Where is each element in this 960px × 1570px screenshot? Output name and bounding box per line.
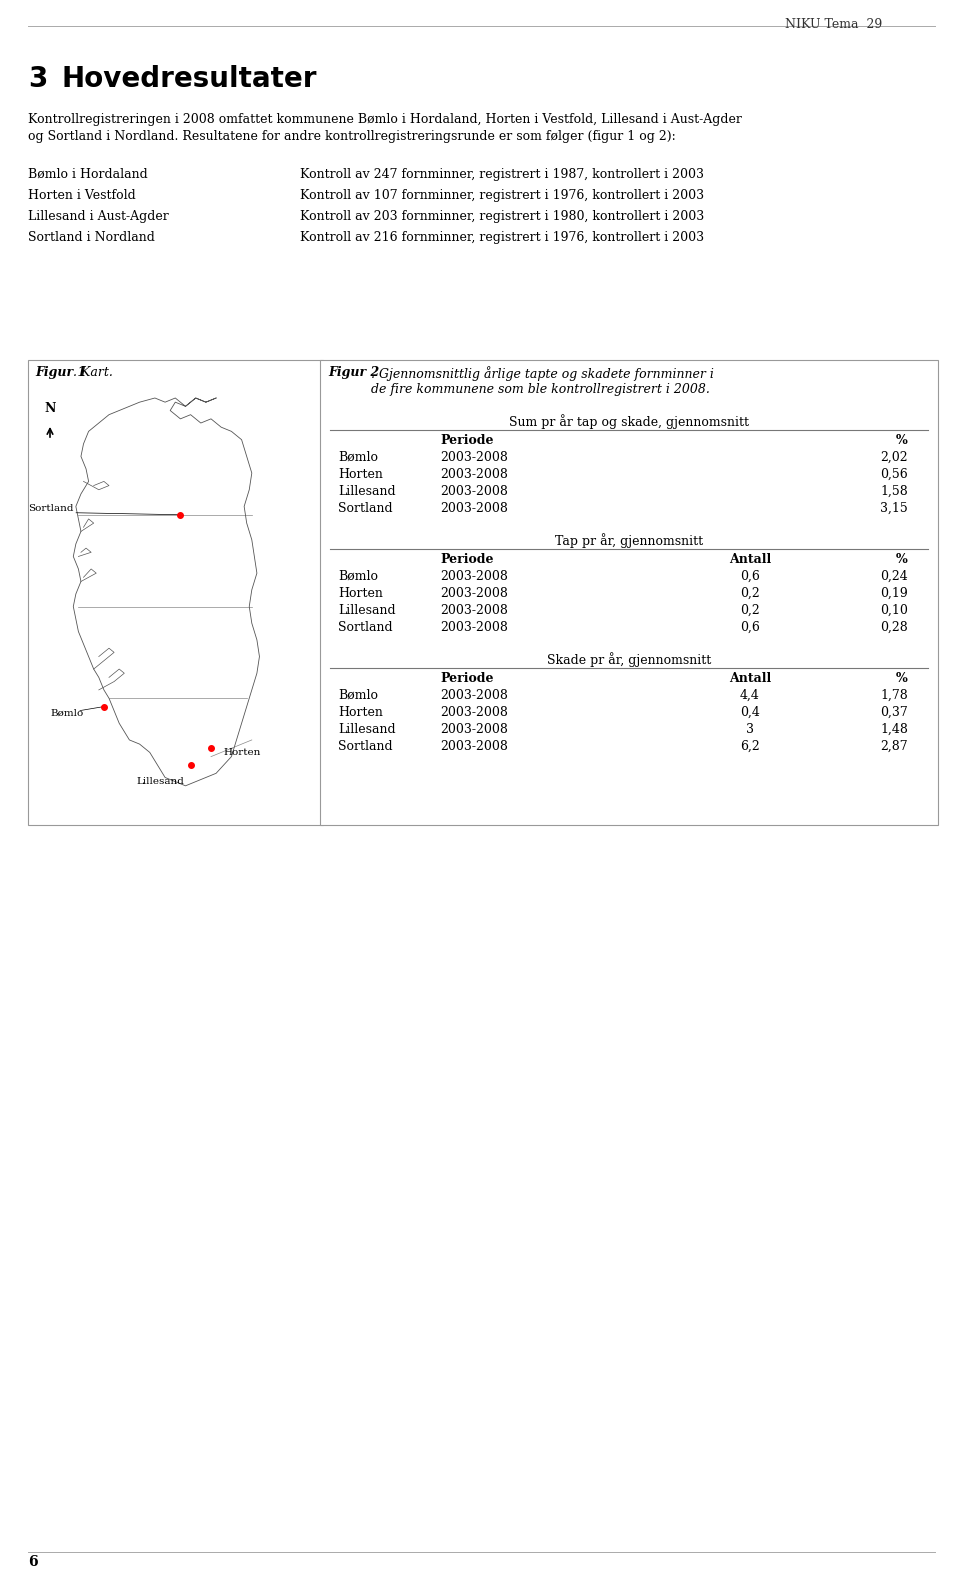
Text: 3: 3 <box>746 724 754 736</box>
Text: Kontroll av 107 fornminner, registrert i 1976, kontrollert i 2003: Kontroll av 107 fornminner, registrert i… <box>300 188 704 203</box>
Text: 0,10: 0,10 <box>880 604 908 617</box>
Bar <box>28 360 323 824</box>
Text: Bømlo: Bømlo <box>338 451 378 465</box>
Text: 3: 3 <box>28 64 47 93</box>
Text: Kontroll av 216 fornminner, registrert i 1976, kontrollert i 2003: Kontroll av 216 fornminner, registrert i… <box>300 231 704 243</box>
Text: NIKU Tema  29: NIKU Tema 29 <box>785 17 882 31</box>
Text: 2003-2008: 2003-2008 <box>440 570 508 582</box>
Text: 1,48: 1,48 <box>880 724 908 736</box>
Text: Bømlo: Bømlo <box>50 708 84 717</box>
Text: Bømlo: Bømlo <box>338 689 378 702</box>
Text: Sortland: Sortland <box>338 502 393 515</box>
Text: Periode: Periode <box>440 433 493 447</box>
Text: Lillesand: Lillesand <box>338 724 396 736</box>
Text: Sortland: Sortland <box>29 504 74 513</box>
Text: 0,28: 0,28 <box>880 622 908 634</box>
Text: Lillesand: Lillesand <box>338 485 396 498</box>
Text: Figur 2: Figur 2 <box>328 366 379 378</box>
Text: 2003-2008: 2003-2008 <box>440 468 508 480</box>
Text: 2,02: 2,02 <box>880 451 908 465</box>
Text: Horten: Horten <box>338 468 383 480</box>
Text: Horten i Vestfold: Horten i Vestfold <box>28 188 135 203</box>
Text: Sortland: Sortland <box>338 739 393 754</box>
Text: %: % <box>897 433 908 447</box>
Text: 1,58: 1,58 <box>880 485 908 498</box>
Text: Bømlo i Hordaland: Bømlo i Hordaland <box>28 168 148 181</box>
Text: Sortland i Nordland: Sortland i Nordland <box>28 231 155 243</box>
Text: 2003-2008: 2003-2008 <box>440 587 508 600</box>
Text: 2003-2008: 2003-2008 <box>440 622 508 634</box>
Text: Lillesand: Lillesand <box>136 777 184 787</box>
Text: 4,4: 4,4 <box>740 689 760 702</box>
Text: Periode: Periode <box>440 672 493 685</box>
Text: 0,4: 0,4 <box>740 706 760 719</box>
Text: Lillesand i Aust-Agder: Lillesand i Aust-Agder <box>28 210 169 223</box>
Text: 0,24: 0,24 <box>880 570 908 582</box>
Text: Figur 1: Figur 1 <box>35 366 86 378</box>
Text: %: % <box>897 672 908 685</box>
Text: Bømlo: Bømlo <box>338 570 378 582</box>
Text: 1,78: 1,78 <box>880 689 908 702</box>
Text: Kontroll av 247 fornminner, registrert i 1987, kontrollert i 2003: Kontroll av 247 fornminner, registrert i… <box>300 168 704 181</box>
Text: 0,6: 0,6 <box>740 570 760 582</box>
Text: N: N <box>44 402 56 414</box>
Text: Skade pr år, gjennomsnitt: Skade pr år, gjennomsnitt <box>547 652 711 667</box>
Text: . Kart.: . Kart. <box>73 366 113 378</box>
Text: 2003-2008: 2003-2008 <box>440 724 508 736</box>
Text: Horten: Horten <box>223 749 260 757</box>
Text: 6: 6 <box>28 1554 37 1568</box>
Text: 2003-2008: 2003-2008 <box>440 739 508 754</box>
Text: Antall: Antall <box>729 553 771 567</box>
Text: 2,87: 2,87 <box>880 739 908 754</box>
Text: 2003-2008: 2003-2008 <box>440 604 508 617</box>
Text: Periode: Periode <box>440 553 493 567</box>
Text: 0,19: 0,19 <box>880 587 908 600</box>
Text: 2003-2008: 2003-2008 <box>440 502 508 515</box>
Text: Sum pr år tap og skade, gjennomsnitt: Sum pr år tap og skade, gjennomsnitt <box>509 414 749 429</box>
Text: Tap pr år, gjennomsnitt: Tap pr år, gjennomsnitt <box>555 532 703 548</box>
Text: 0,56: 0,56 <box>880 468 908 480</box>
Text: Hovedresultater: Hovedresultater <box>62 64 318 93</box>
Text: 2003-2008: 2003-2008 <box>440 485 508 498</box>
Text: . Gjennomsnittlig årlige tapte og skadete fornminner i
de fire kommunene som ble: . Gjennomsnittlig årlige tapte og skadet… <box>371 366 714 396</box>
Text: 0,6: 0,6 <box>740 622 760 634</box>
Text: Horten: Horten <box>338 706 383 719</box>
Text: Horten: Horten <box>338 587 383 600</box>
Text: 0,37: 0,37 <box>880 706 908 719</box>
Text: 2003-2008: 2003-2008 <box>440 706 508 719</box>
Text: %: % <box>897 553 908 567</box>
Text: 0,2: 0,2 <box>740 587 760 600</box>
Text: 2003-2008: 2003-2008 <box>440 689 508 702</box>
Text: Kontroll av 203 fornminner, registrert i 1980, kontrollert i 2003: Kontroll av 203 fornminner, registrert i… <box>300 210 705 223</box>
Bar <box>320 360 938 824</box>
Text: Sortland: Sortland <box>338 622 393 634</box>
Text: 2003-2008: 2003-2008 <box>440 451 508 465</box>
Text: 6,2: 6,2 <box>740 739 760 754</box>
Text: 0,2: 0,2 <box>740 604 760 617</box>
Text: og Sortland i Nordland. Resultatene for andre kontrollregistreringsrunde er som : og Sortland i Nordland. Resultatene for … <box>28 130 676 143</box>
Text: Kontrollregistreringen i 2008 omfattet kommunene Bømlo i Hordaland, Horten i Ves: Kontrollregistreringen i 2008 omfattet k… <box>28 113 742 126</box>
Text: 3,15: 3,15 <box>880 502 908 515</box>
Text: Antall: Antall <box>729 672 771 685</box>
Text: Lillesand: Lillesand <box>338 604 396 617</box>
